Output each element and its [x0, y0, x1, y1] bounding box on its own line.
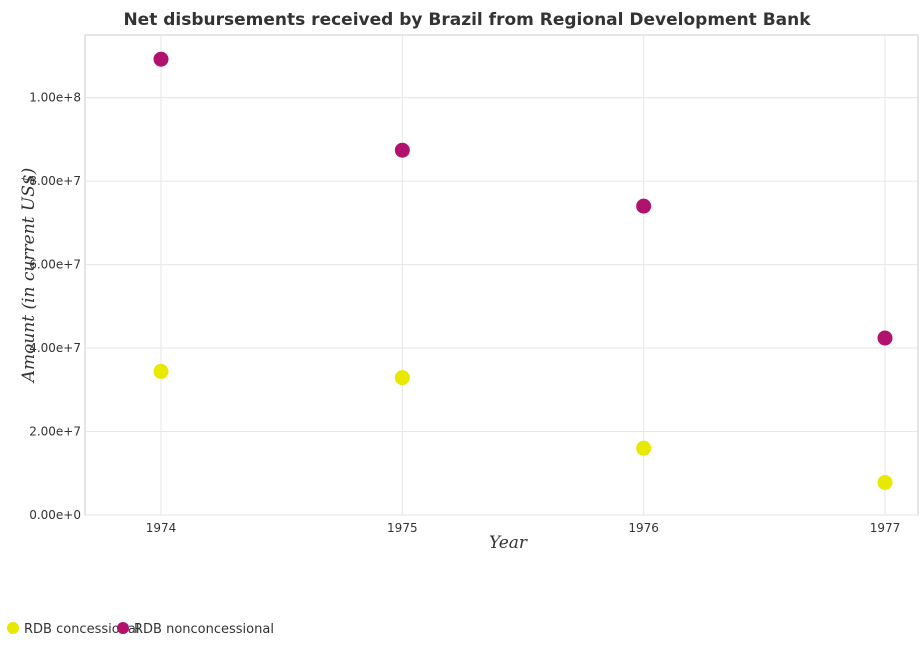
- x-axis-ticks: 1974 1975 1976 1977: [146, 521, 901, 535]
- data-points: [153, 51, 893, 490]
- y-tick-label: 0.00e+0: [29, 508, 81, 522]
- legend-label-nonconcessional: RDB nonconcessional: [134, 622, 274, 637]
- point-concessional-1977: [877, 474, 893, 490]
- y-tick-label: 4.00e+7: [29, 341, 81, 355]
- x-axis-label: Year: [489, 533, 528, 553]
- legend-marker-concessional: [7, 622, 19, 634]
- y-tick-label: 6.00e+7: [29, 258, 81, 272]
- point-nonconcessional-1974: [153, 51, 169, 67]
- point-nonconcessional-1975: [394, 142, 410, 158]
- point-concessional-1974: [153, 363, 169, 379]
- grid-lines: [85, 35, 918, 516]
- y-axis-label: Amount (in current US$): [19, 168, 39, 385]
- x-tick-label: 1974: [146, 521, 177, 535]
- plot-area: 0.00e+0 2.00e+7 4.00e+7 6.00e+7 8.00e+7 1.00e…: [29, 34, 919, 535]
- x-tick-label: 1975: [387, 521, 418, 535]
- y-tick-label: 2.00e+7: [29, 425, 81, 439]
- y-tick-label: 1.00e+8: [29, 91, 81, 105]
- legend-marker-nonconcessional: [117, 622, 129, 634]
- y-axis-ticks: 0.00e+0 2.00e+7 4.00e+7 6.00e+7 8.00e+7 1.00e…: [29, 91, 81, 522]
- point-nonconcessional-1977: [877, 330, 893, 346]
- y-tick-label: 8.00e+7: [29, 174, 81, 188]
- point-concessional-1975: [394, 370, 410, 386]
- point-concessional-1976: [636, 440, 652, 456]
- point-nonconcessional-1976: [636, 198, 652, 214]
- plot-frame: [84, 34, 919, 516]
- x-tick-label: 1976: [628, 521, 659, 535]
- chart-title: Net disbursements received by Brazil fro…: [123, 10, 811, 30]
- x-tick-label: 1977: [870, 521, 901, 535]
- legend-label-concessional: RDB concessional: [24, 622, 140, 637]
